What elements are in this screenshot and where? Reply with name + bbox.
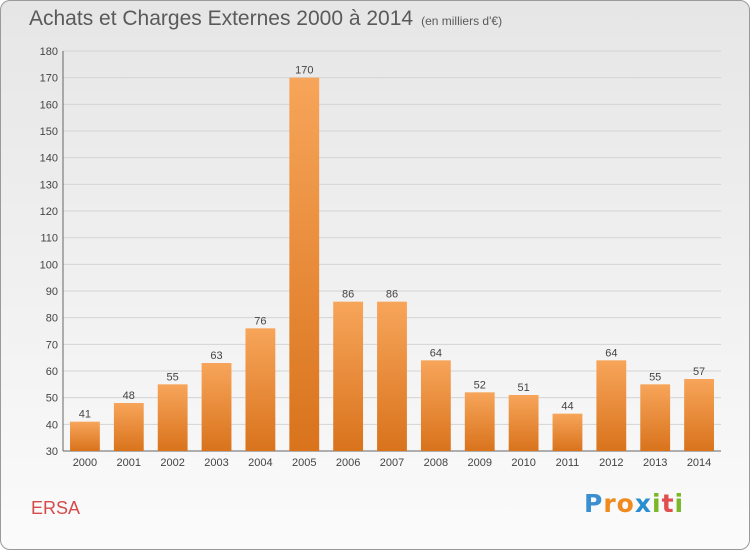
- bar: [420, 360, 451, 451]
- logo-letter: i: [674, 489, 685, 518]
- x-tick-label: 2008: [424, 457, 448, 469]
- data-label: 63: [210, 350, 222, 362]
- y-tick-label: 120: [40, 206, 58, 218]
- data-label: 51: [517, 382, 529, 394]
- bar: [508, 395, 539, 451]
- x-tick-label: 2000: [73, 457, 97, 469]
- data-label: 55: [167, 371, 179, 383]
- data-label: 170: [295, 65, 313, 77]
- data-label: 86: [342, 289, 354, 301]
- bar: [289, 77, 320, 452]
- title-text: Achats et Charges Externes 2000 à 2014: [29, 7, 414, 30]
- y-tick-label: 60: [46, 366, 58, 378]
- logo-letter: o: [616, 489, 635, 518]
- y-tick-label: 90: [46, 286, 58, 298]
- chart-title: Achats et Charges Externes 2000 à 2014 (e…: [29, 7, 502, 31]
- data-label: 86: [386, 289, 398, 301]
- commune-name: ERSA: [31, 498, 81, 518]
- unit-label: (en milliers d'€): [421, 14, 503, 28]
- data-label: 55: [649, 371, 661, 383]
- y-tick-label: 130: [40, 179, 58, 191]
- bar: [70, 421, 100, 451]
- data-label: 52: [474, 379, 486, 391]
- proxiti-logo: Proxiti: [584, 489, 684, 518]
- y-tick-label: 70: [46, 339, 58, 351]
- bar: [157, 384, 188, 451]
- bar: [640, 384, 671, 451]
- y-tick-label: 30: [46, 446, 58, 458]
- y-tick-label: 50: [46, 393, 58, 405]
- bar: [201, 363, 232, 451]
- data-label: 41: [79, 409, 91, 421]
- logo-letter: t: [661, 489, 675, 518]
- bar: [684, 379, 714, 451]
- y-tick-label: 110: [40, 233, 58, 245]
- y-tick-label: 170: [40, 73, 58, 85]
- x-tick-label: 2005: [292, 457, 316, 469]
- x-tick-label: 2007: [380, 457, 404, 469]
- logo-letter: x: [634, 489, 652, 518]
- bar: [245, 328, 276, 451]
- x-tick-label: 2012: [599, 457, 623, 469]
- x-tick-label: 2004: [248, 457, 272, 469]
- y-tick-label: 100: [40, 259, 58, 271]
- bar: [552, 413, 583, 451]
- logo-letter: r: [603, 489, 617, 518]
- y-tick-label: 140: [40, 153, 58, 165]
- x-tick-label: 2001: [117, 457, 141, 469]
- bar: [377, 301, 407, 451]
- data-label: 44: [561, 401, 573, 413]
- data-label: 48: [123, 390, 135, 402]
- bar: [464, 392, 495, 451]
- logo-letter: P: [584, 489, 604, 518]
- y-tick-label: 160: [40, 99, 58, 111]
- data-label: 64: [605, 347, 617, 359]
- bar: [596, 360, 627, 451]
- y-tick-label: 80: [46, 313, 58, 325]
- y-tick-label: 40: [46, 419, 58, 431]
- x-tick-label: 2014: [687, 457, 711, 469]
- x-tick-label: 2013: [643, 457, 667, 469]
- data-label: 64: [430, 347, 442, 359]
- y-tick-label: 150: [40, 126, 58, 138]
- bar: [113, 403, 144, 451]
- y-tick-label: 180: [40, 46, 58, 58]
- data-label: 76: [254, 315, 266, 327]
- x-tick-label: 2003: [204, 457, 228, 469]
- x-tick-label: 2011: [556, 457, 580, 469]
- x-tick-label: 2002: [160, 457, 184, 469]
- x-tick-label: 2009: [467, 457, 491, 469]
- logo-letter: i: [652, 489, 662, 518]
- x-tick-label: 2006: [336, 457, 360, 469]
- data-label: 57: [693, 366, 705, 378]
- bar: [333, 301, 364, 451]
- x-tick-label: 2010: [511, 457, 535, 469]
